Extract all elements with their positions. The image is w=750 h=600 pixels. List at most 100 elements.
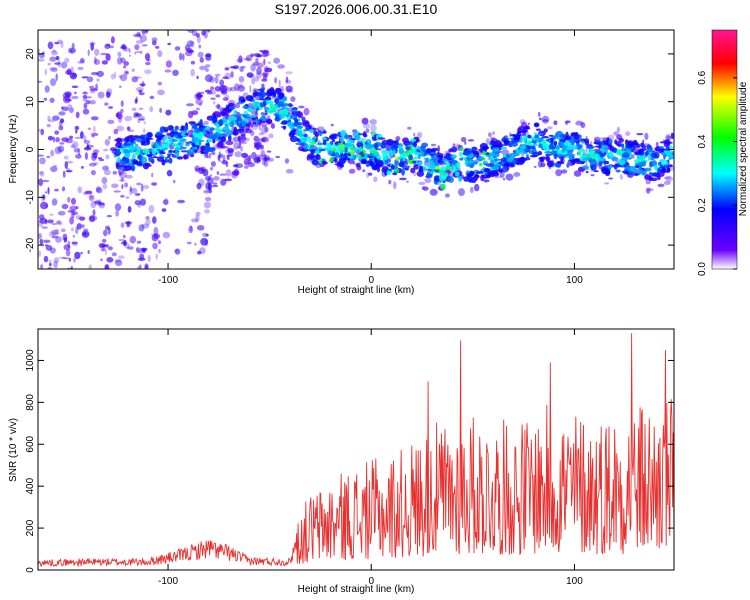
spectrogram-cell xyxy=(110,275,114,279)
spectrogram-cell xyxy=(228,106,235,110)
spectrogram-cell xyxy=(539,156,548,160)
spectrogram-cell xyxy=(513,172,521,177)
spectrogram-cell xyxy=(469,186,474,193)
spectrogram-cell xyxy=(260,126,268,134)
spectrogram-cell xyxy=(277,101,285,107)
spectrogram-cell xyxy=(145,30,148,33)
spectrogram-cell xyxy=(126,126,131,131)
spectrogram-cell xyxy=(322,137,327,141)
spectrogram-cell xyxy=(287,121,294,128)
spectrogram-cell xyxy=(106,91,111,98)
spectrogram-cell xyxy=(336,161,341,165)
spectrogram-cell xyxy=(136,182,142,186)
spectrogram-cell xyxy=(448,148,453,153)
spectrogram-cell xyxy=(114,138,122,142)
spectrogram-cell xyxy=(196,91,202,100)
spectrogram-cell xyxy=(134,52,137,55)
spectrogram-cell xyxy=(67,240,71,249)
spectrogram-cell xyxy=(45,244,53,251)
spectrogram-cell xyxy=(115,210,119,217)
spectrogram-cell xyxy=(54,41,59,45)
spectrogram-cell xyxy=(267,61,271,65)
spectrogram-cell xyxy=(159,126,166,133)
spectrogram-cell xyxy=(70,227,74,232)
spectrogram-cell xyxy=(127,129,135,132)
spectrogram-cell xyxy=(104,43,111,50)
spectrogram-cell xyxy=(96,187,103,194)
y-tick-label: 0 xyxy=(25,146,36,152)
spectrogram-cell xyxy=(185,50,193,57)
spectrogram-cell xyxy=(365,143,372,150)
colorbar-gradient xyxy=(711,29,738,270)
spectrogram-cell xyxy=(573,170,582,177)
spectrogram-cell xyxy=(608,150,614,158)
spectrogram-cell xyxy=(110,73,115,80)
spectrogram-cell xyxy=(105,275,110,278)
spectrogram-cell xyxy=(527,122,530,125)
spectrogram-cell xyxy=(598,150,607,158)
spectrogram-cell xyxy=(663,140,671,148)
spectrogram-cell xyxy=(646,145,653,153)
spectrogram-cell xyxy=(241,133,246,137)
spectrogram-cell xyxy=(284,158,290,164)
spectrogram-cell xyxy=(570,144,578,150)
spectrogram-cell xyxy=(196,182,202,190)
spectrogram-cell xyxy=(258,132,264,136)
spectrogram-cell xyxy=(133,160,140,164)
spectrogram-cell xyxy=(456,161,461,169)
spectrogram-cell xyxy=(114,259,122,263)
spectrogram-cell xyxy=(198,139,202,146)
spectrogram-cell xyxy=(167,42,171,46)
spectrogram-cell xyxy=(538,111,541,117)
spectrogram-cell xyxy=(250,122,259,130)
spectrogram-cell xyxy=(437,145,441,153)
spectrogram-cell xyxy=(76,223,83,230)
spectrogram-cell xyxy=(74,136,82,140)
spectrogram-cell xyxy=(45,203,49,209)
spectrogram-cell xyxy=(292,137,297,141)
spectrogram-cell xyxy=(455,171,460,177)
spectrogram-cell xyxy=(46,123,51,128)
spectrogram-cell xyxy=(352,131,361,138)
spectrogram-cell xyxy=(60,41,64,49)
spectrogram-cell xyxy=(224,94,230,100)
spectrogram-cell xyxy=(275,155,281,159)
spectrogram-cell xyxy=(265,91,273,96)
spectrogram-cell xyxy=(93,125,96,133)
spectrogram-cell xyxy=(500,146,507,150)
spectrogram-cell xyxy=(241,65,246,69)
spectrogram-cell xyxy=(305,126,310,130)
spectrogram-cell xyxy=(502,177,506,181)
spectrogram-cell xyxy=(246,72,254,78)
spectrogram-cell xyxy=(444,150,450,154)
spectrogram-cell xyxy=(321,160,327,165)
spectrogram-cell xyxy=(114,149,121,157)
spectrogram-cell xyxy=(159,107,163,113)
spectrogram-cell xyxy=(285,169,294,174)
spectrogram-cell xyxy=(188,225,194,234)
spectrogram-cell xyxy=(214,73,221,77)
spectrogram-cell xyxy=(239,134,247,143)
spectrogram-cell xyxy=(348,168,356,174)
spectrogram-cell xyxy=(509,152,517,158)
spectrogram-cell xyxy=(86,143,89,150)
spectrogram-cell xyxy=(217,103,220,110)
spectrogram-cell xyxy=(58,111,66,116)
spectrogram-cell xyxy=(211,184,219,188)
spectrogram-cell xyxy=(481,150,486,156)
spectrogram-xlabel: Height of straight line (km) xyxy=(298,285,415,296)
spectrogram-cell xyxy=(657,167,661,174)
spectrogram-cell xyxy=(120,57,126,63)
spectrogram-cell xyxy=(533,122,540,128)
spectrogram-cell xyxy=(238,76,245,83)
spectrogram-cell xyxy=(127,206,132,213)
spectrogram-cell xyxy=(280,121,288,125)
spectrogram-cell xyxy=(190,68,195,77)
spectrogram-cell xyxy=(252,121,257,125)
spectrogram-cell xyxy=(103,169,111,176)
spectrogram-cell xyxy=(108,135,111,140)
spectrogram-cell xyxy=(631,153,635,160)
spectrogram-cell xyxy=(505,157,513,163)
spectrogram-cell xyxy=(227,115,235,122)
spectrogram-cell xyxy=(216,114,222,118)
